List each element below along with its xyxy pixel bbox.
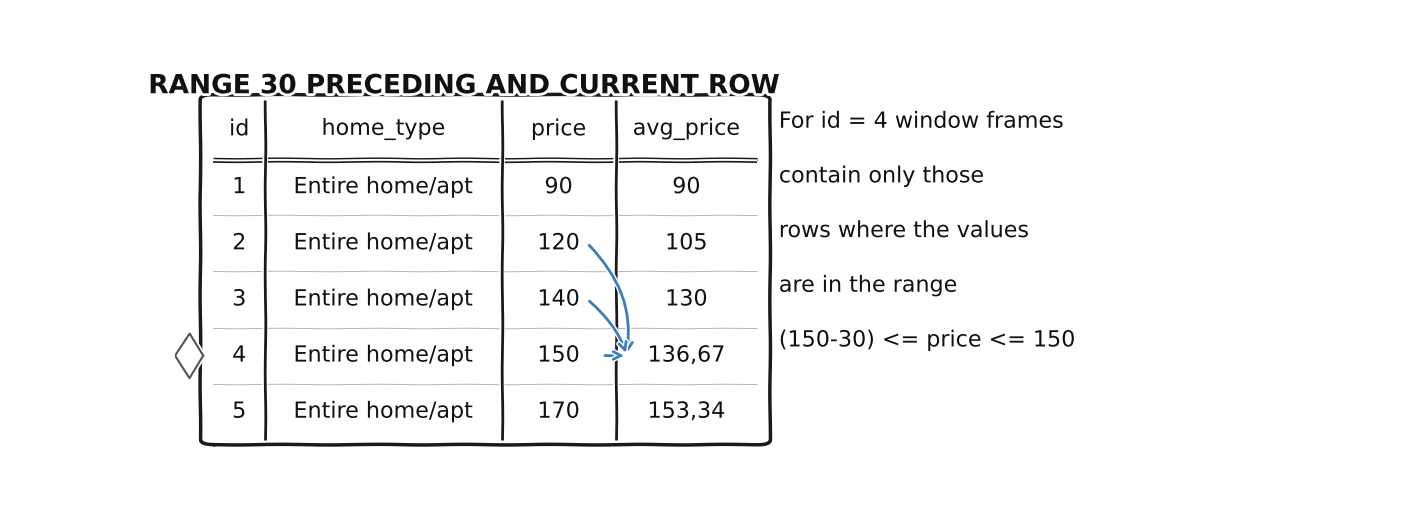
Text: For id = 4 window frames: For id = 4 window frames [779, 112, 1065, 132]
Text: rows where the values: rows where the values [779, 221, 1030, 241]
Text: 136,67: 136,67 [648, 346, 725, 366]
Text: contain only those: contain only those [779, 166, 985, 186]
Text: 105: 105 [665, 234, 707, 254]
Text: price: price [530, 119, 586, 139]
Text: Entire home/apt: Entire home/apt [293, 402, 473, 422]
Text: 3: 3 [231, 289, 247, 309]
Text: Entire home/apt: Entire home/apt [293, 289, 473, 309]
Text: 90: 90 [672, 177, 700, 197]
Text: 5: 5 [231, 402, 247, 422]
Polygon shape [175, 333, 203, 378]
Text: home_type: home_type [321, 119, 445, 140]
Text: avg_price: avg_price [633, 119, 741, 140]
Text: 120: 120 [537, 234, 579, 254]
Text: RANGE 30 PRECEDING AND CURRENT ROW: RANGE 30 PRECEDING AND CURRENT ROW [149, 73, 779, 99]
Text: 170: 170 [537, 402, 579, 422]
Text: 2: 2 [231, 234, 247, 254]
Text: 4: 4 [231, 346, 247, 366]
Text: Entire home/apt: Entire home/apt [293, 346, 473, 366]
Text: id: id [229, 119, 250, 139]
Text: 150: 150 [537, 346, 579, 366]
FancyBboxPatch shape [201, 95, 770, 444]
Text: 90: 90 [544, 177, 572, 197]
Text: Entire home/apt: Entire home/apt [293, 177, 473, 197]
Text: 130: 130 [665, 289, 707, 309]
Text: 1: 1 [231, 177, 247, 197]
Text: 140: 140 [537, 289, 579, 309]
Text: are in the range: are in the range [779, 276, 958, 296]
Text: (150-30) <= price <= 150: (150-30) <= price <= 150 [779, 330, 1076, 350]
Text: 153,34: 153,34 [648, 402, 725, 422]
Text: Entire home/apt: Entire home/apt [293, 234, 473, 254]
